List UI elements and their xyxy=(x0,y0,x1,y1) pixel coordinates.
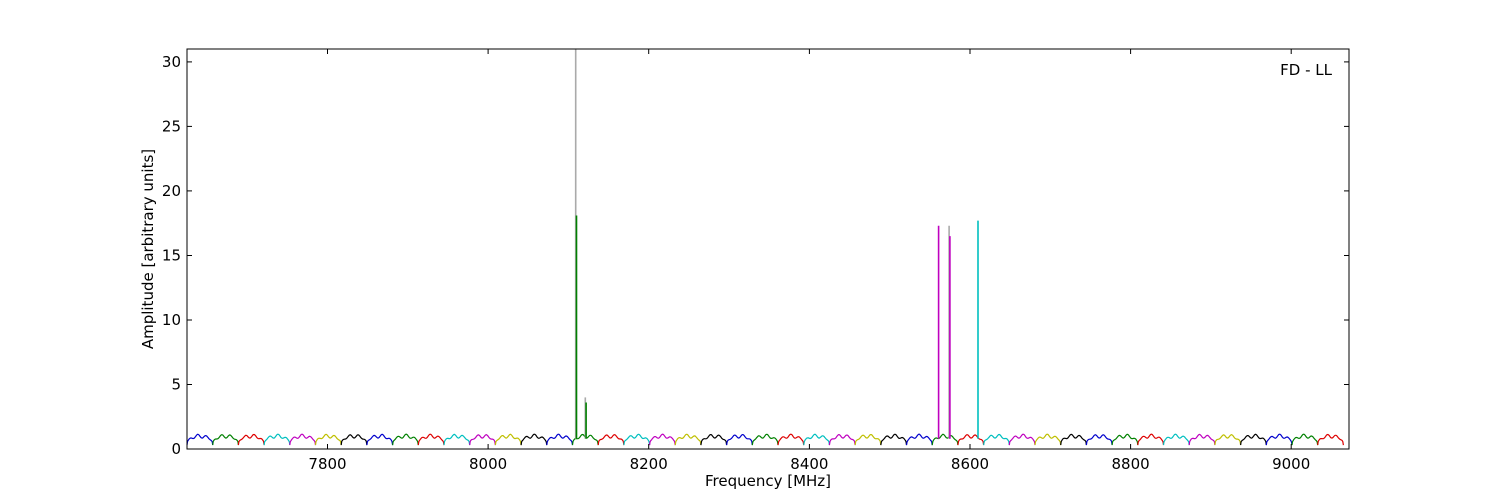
channel-33-line xyxy=(1034,433,1062,446)
channel-24-line xyxy=(803,433,830,446)
channel-18-line xyxy=(649,433,676,446)
channel-44-line xyxy=(1317,433,1344,446)
y-tick-label-5: 5 xyxy=(171,376,181,394)
channel-2-line xyxy=(237,433,265,446)
channel-20-line xyxy=(700,434,728,446)
x-tick-label-7800: 7800 xyxy=(308,455,346,473)
y-tick-label-0: 0 xyxy=(171,440,181,458)
channel-41-line xyxy=(1240,433,1267,446)
channel-21-line xyxy=(726,433,753,446)
plot-area: 7800 8000 8200 8400 8600 8800 9000 0 5 10 15 20 25 30 xyxy=(162,48,1350,473)
channel-40-line xyxy=(1214,434,1242,446)
channel-14-line xyxy=(546,433,574,446)
channel-0-line xyxy=(186,433,214,446)
channel-22-line xyxy=(751,433,779,446)
x-axis-label: Frequency [MHz] xyxy=(705,472,831,490)
y-axis-label: Amplitude [arbitrary units] xyxy=(139,149,157,349)
spike-layer xyxy=(574,49,979,439)
channel-19-line xyxy=(674,433,702,446)
channel-39-line xyxy=(1188,433,1216,446)
x-tick-label-8400: 8400 xyxy=(790,455,828,473)
y-tick-label-10: 10 xyxy=(162,311,181,329)
y-tick-label-15: 15 xyxy=(162,247,181,265)
channel-17-line xyxy=(623,433,651,446)
channel-6-line xyxy=(340,434,368,446)
channel-29-line xyxy=(931,433,959,446)
channel-31-line xyxy=(983,433,1010,446)
x-tick-label-8000: 8000 xyxy=(469,455,507,473)
channel-38-line xyxy=(1162,433,1190,446)
channel-30-line xyxy=(957,434,985,446)
channel-3-line xyxy=(263,433,291,446)
x-tick-label-8600: 8600 xyxy=(951,455,989,473)
x-tick-label-8800: 8800 xyxy=(1112,455,1150,473)
plot-annotation: FD - LL xyxy=(1280,61,1332,79)
tick-layer: 7800 8000 8200 8400 8600 8800 9000 0 5 10 15 20 25 30 xyxy=(162,49,1349,473)
channel-28-line xyxy=(905,433,933,446)
channel-26-line xyxy=(854,434,882,446)
channel-10-line xyxy=(443,433,471,446)
channel-25-line xyxy=(828,433,856,446)
y-tick-label-30: 30 xyxy=(162,53,181,71)
channel-35-line xyxy=(1085,434,1113,446)
channel-7-line xyxy=(366,433,394,446)
channel-8-line xyxy=(392,433,419,446)
channel-9-line xyxy=(417,433,445,446)
channel-11-line xyxy=(469,434,496,446)
x-tick-label-8200: 8200 xyxy=(630,455,668,473)
channel-12-line xyxy=(494,433,522,446)
channel-37-line xyxy=(1137,433,1165,446)
channel-13-line xyxy=(520,433,548,446)
channel-23-line xyxy=(777,433,805,446)
channel-34-line xyxy=(1060,433,1087,446)
x-tick-label-9000: 9000 xyxy=(1272,455,1310,473)
channel-4-line xyxy=(289,433,317,446)
channel-1-line xyxy=(212,434,239,446)
series-layer xyxy=(186,433,1344,446)
y-tick-label-20: 20 xyxy=(162,182,181,200)
channel-5-line xyxy=(314,433,342,446)
channel-43-line xyxy=(1291,433,1319,446)
channel-36-line xyxy=(1111,433,1139,446)
channel-42-line xyxy=(1265,433,1293,446)
channel-27-line xyxy=(880,433,908,446)
channel-32-line xyxy=(1008,433,1036,446)
y-tick-label-25: 25 xyxy=(162,117,181,135)
channel-16-line xyxy=(597,434,625,446)
plot-frame xyxy=(186,48,1350,450)
